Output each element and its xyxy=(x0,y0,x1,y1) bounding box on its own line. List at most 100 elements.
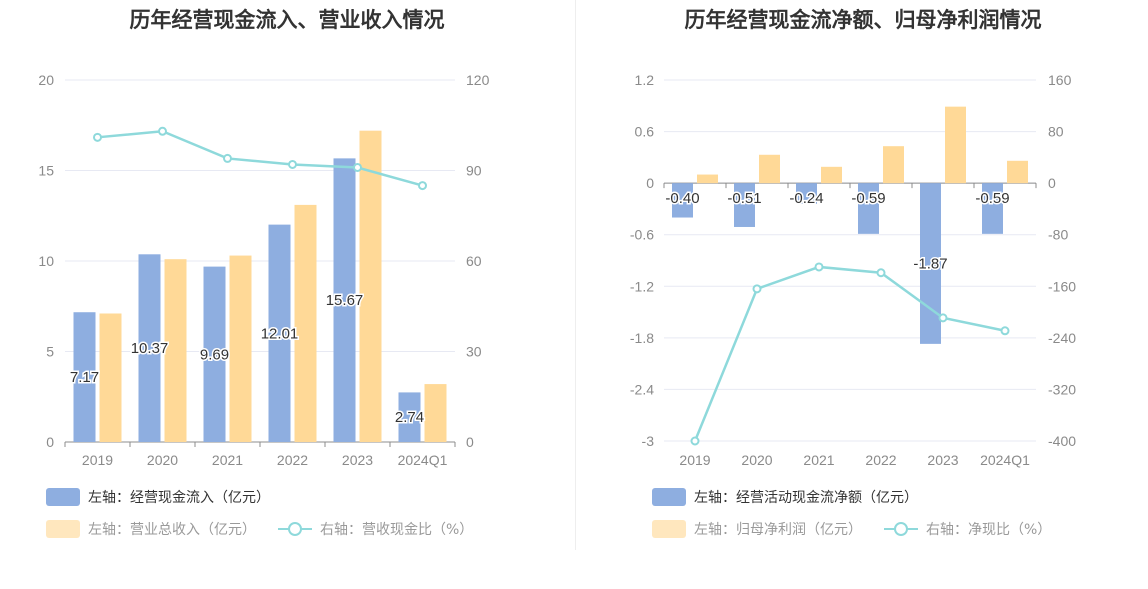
x-axis-category-label: 2019 xyxy=(82,452,113,468)
bar-cash-inflow xyxy=(268,224,291,442)
legend-label: 右轴：净现比（%） xyxy=(926,522,1052,538)
right-chart-panel: 历年经营现金流净额、归母净利润情况 -3 -2.4 -1.8 -1.2 -0.6 0 0.6… xyxy=(576,0,1148,589)
bar-net-cash-flow xyxy=(734,183,755,227)
bar-swatch-icon xyxy=(652,488,686,506)
bar-revenue xyxy=(164,259,187,442)
bar-swatch-icon xyxy=(46,488,80,506)
bar-data-label: 2.74 xyxy=(395,409,424,426)
bar-net-cash-flow xyxy=(858,183,879,234)
legend-item-cash-ratio[interactable]: 右轴：营收现金比（%） xyxy=(278,519,473,539)
line-point xyxy=(93,132,102,142)
left-axis-tick-label: -3 xyxy=(642,433,655,449)
left-axis-tick-label: 20 xyxy=(38,72,54,88)
right-axis-tick-label: 90 xyxy=(466,163,482,179)
series-line xyxy=(97,130,423,187)
bar-net-profit xyxy=(821,166,842,184)
x-axis-category-label: 2020 xyxy=(741,452,772,468)
bar-data-label: 12.01 xyxy=(261,325,299,342)
bar-cash-inflow xyxy=(333,158,356,443)
chart-title: 历年经营现金流入、营业收入情况 xyxy=(129,8,445,32)
panel-divider xyxy=(575,0,576,550)
x-axis-category-label: 2023 xyxy=(927,452,958,468)
line-point xyxy=(876,268,886,278)
bar-data-label: 10.37 xyxy=(131,340,169,357)
line-marker-icon xyxy=(884,520,918,538)
line-point xyxy=(814,262,824,272)
left-chart-plot: 0 5 10 15 20 0 30 60 90 120 2019 2020 2021 2022 2023 20… xyxy=(38,72,490,468)
bar-swatch-icon xyxy=(46,520,80,538)
bar-data-label: -0.59 xyxy=(975,190,1009,207)
bar-net-profit xyxy=(883,146,904,184)
right-axis-tick-label: 80 xyxy=(1048,124,1064,140)
legend-item-net-cash-flow[interactable]: 左轴：经营活动现金流净额（亿元） xyxy=(652,487,918,507)
legend-row-2: 左轴：营业总收入（亿元） 右轴：营收现金比（%） xyxy=(46,519,473,539)
left-axis-tick-label: 5 xyxy=(46,344,54,360)
line-point xyxy=(418,181,427,191)
bar-data-label: -1.87 xyxy=(913,256,947,273)
line-marker-icon xyxy=(278,520,312,538)
legend-label: 左轴：营业总收入（亿元） xyxy=(88,522,256,538)
bar-net-cash-flow xyxy=(672,183,693,218)
left-axis-tick-label: 1.2 xyxy=(635,72,655,88)
legend-label: 右轴：营收现金比（%） xyxy=(320,522,474,538)
legend-label: 左轴：经营活动现金流净额（亿元） xyxy=(694,490,918,506)
right-axis-tick-label: 0 xyxy=(1048,175,1056,191)
right-chart-plot: -3 -2.4 -1.8 -1.2 -0.6 0 0.6 1.2 -400 -320 -240 -16… xyxy=(630,72,1076,468)
chart-title: 历年经营现金流净额、归母净利润情况 xyxy=(684,8,1042,32)
legend-item-cash-inflow[interactable]: 左轴：经营现金流入（亿元） xyxy=(46,487,270,507)
bar-net-profit xyxy=(1007,160,1028,184)
bar-data-label: 15.67 xyxy=(326,292,364,309)
bar-cash-inflow xyxy=(138,254,161,442)
right-axis-tick-label: -240 xyxy=(1048,330,1076,346)
left-axis-tick-label: -2.4 xyxy=(630,381,654,397)
x-axis-category-label: 2022 xyxy=(277,452,308,468)
x-axis-category-label: 2020 xyxy=(147,452,178,468)
left-axis-tick-label: 0.6 xyxy=(635,124,655,140)
bar-data-label: 7.17 xyxy=(70,369,99,386)
right-axis-tick-label: 160 xyxy=(1048,72,1072,88)
legend-label: 左轴：经营现金流入（亿元） xyxy=(88,490,270,506)
right-axis-tick-label: -320 xyxy=(1048,381,1076,397)
bar-data-label: -0.59 xyxy=(851,190,885,207)
left-axis-tick-label: 10 xyxy=(38,253,54,269)
bar-revenue xyxy=(99,313,122,442)
legend-label: 左轴：归母净利润（亿元） xyxy=(694,522,862,538)
left-axis-tick-label: 15 xyxy=(38,163,54,179)
bar-cash-inflow xyxy=(203,266,226,442)
bar-cash-inflow xyxy=(73,312,96,442)
line-point xyxy=(938,313,948,323)
bar-net-cash-flow xyxy=(796,183,817,204)
left-chart-panel: 历年经营现金流入、营业收入情况 0 5 10 15 20 0 30 60 90 120 2019 20… xyxy=(38,8,490,539)
line-point xyxy=(353,162,362,172)
right-axis-tick-label: -160 xyxy=(1048,278,1076,294)
bar-revenue xyxy=(424,384,447,442)
legend-item-revenue[interactable]: 左轴：营业总收入（亿元） xyxy=(46,519,256,539)
left-axis-tick-label: 0 xyxy=(46,434,54,450)
line-point xyxy=(752,284,762,294)
left-axis-tick-label: -1.8 xyxy=(630,330,654,346)
right-axis-tick-label: 120 xyxy=(466,72,490,88)
bar-data-label: -0.40 xyxy=(665,190,699,207)
x-axis-category-label: 2024Q1 xyxy=(398,452,448,468)
line-point xyxy=(158,126,167,136)
x-axis-category-label: 2021 xyxy=(803,452,834,468)
left-axis-tick-label: -0.6 xyxy=(630,227,654,243)
bar-net-profit xyxy=(945,106,966,184)
line-point xyxy=(223,153,232,163)
line-point xyxy=(690,436,700,446)
bar-cash-inflow xyxy=(398,392,421,442)
bar-data-label: -0.24 xyxy=(789,190,823,207)
bar-revenue xyxy=(294,204,317,442)
right-axis-tick-label: 60 xyxy=(466,253,482,269)
legend-row-1: 左轴：经营活动现金流净额（亿元） xyxy=(652,487,918,507)
legend-item-net-cash-ratio[interactable]: 右轴：净现比（%） xyxy=(884,519,1051,539)
right-axis-tick-label: -400 xyxy=(1048,433,1076,449)
x-axis-category-label: 2023 xyxy=(342,452,373,468)
bar-net-cash-flow xyxy=(982,183,1003,234)
legend-row-1: 左轴：经营现金流入（亿元） xyxy=(46,487,270,507)
legend-item-net-profit[interactable]: 左轴：归母净利润（亿元） xyxy=(652,519,862,539)
x-axis-category-label: 2021 xyxy=(212,452,243,468)
bar-net-profit xyxy=(697,174,718,184)
line-point xyxy=(1000,326,1010,336)
x-axis-category-label: 2024Q1 xyxy=(980,452,1030,468)
